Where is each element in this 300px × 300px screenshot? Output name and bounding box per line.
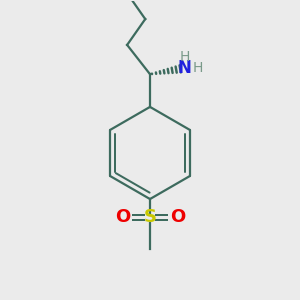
Text: N: N bbox=[178, 59, 191, 77]
Text: H: H bbox=[179, 50, 190, 64]
Text: O: O bbox=[170, 208, 185, 226]
Text: H: H bbox=[193, 61, 203, 75]
Text: S: S bbox=[143, 208, 157, 226]
Text: O: O bbox=[115, 208, 130, 226]
